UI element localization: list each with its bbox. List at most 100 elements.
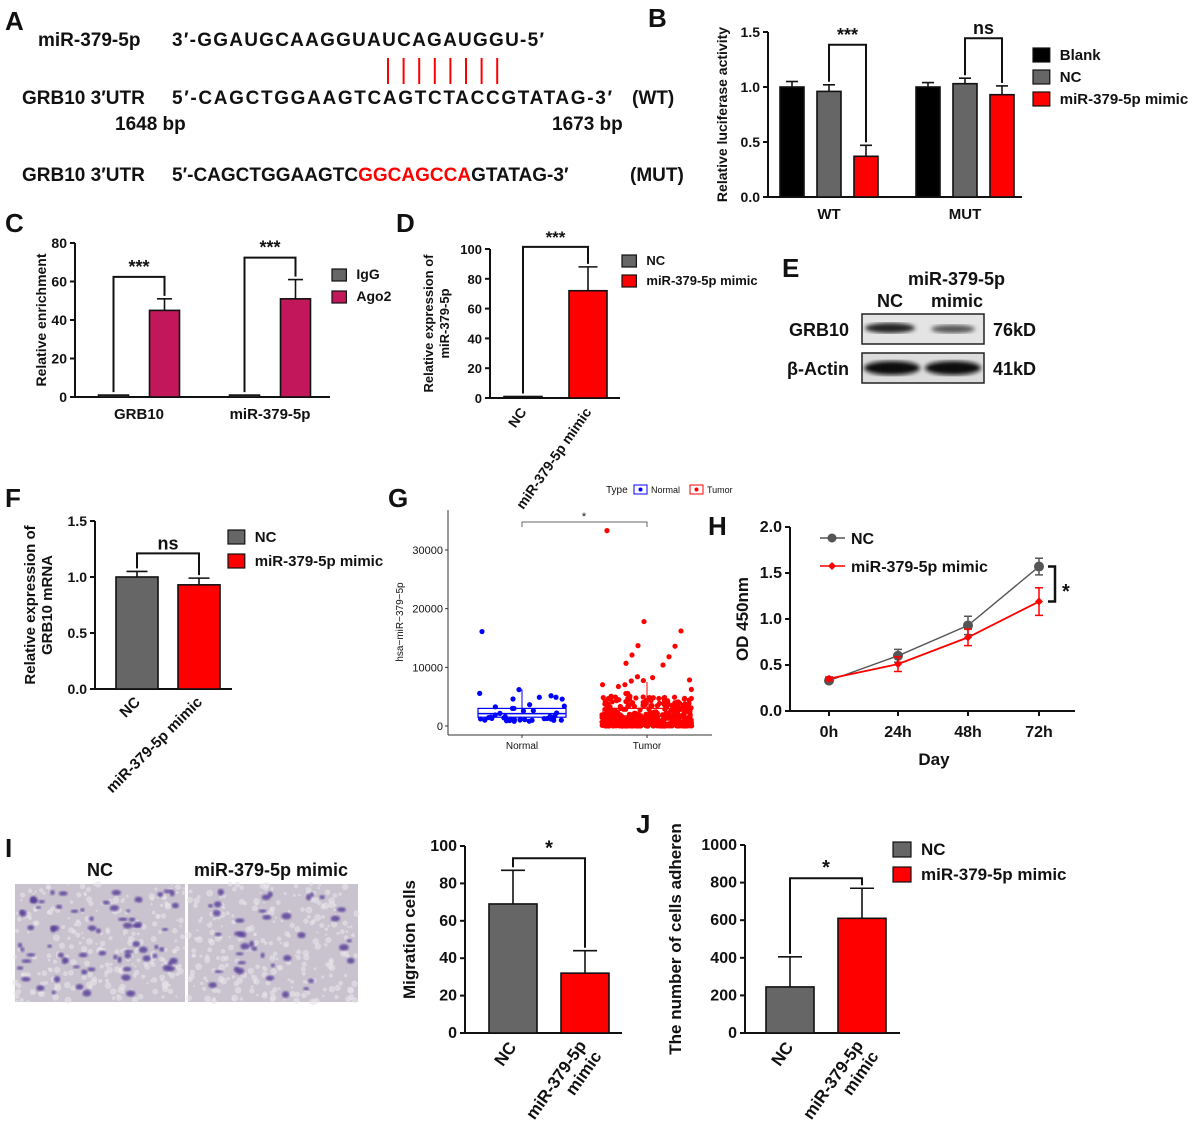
membrane-pore (33, 908, 38, 913)
legend-label: IgG (356, 266, 379, 282)
data-point (687, 722, 693, 728)
migrated-cell (88, 916, 94, 922)
legend-swatch (892, 866, 912, 883)
data-point (482, 717, 488, 723)
membrane-pore (215, 955, 221, 960)
y-tick-label: 0.5 (741, 134, 761, 150)
box (602, 707, 692, 721)
outlier-point (641, 618, 647, 625)
data-point (669, 723, 675, 729)
y-tick-label: 1.5 (68, 513, 88, 529)
x-tick-label: 24h (884, 724, 912, 741)
membrane-pore (16, 983, 22, 989)
membrane-pore (131, 931, 136, 936)
legend-swatch (1032, 69, 1051, 85)
migrated-cell (122, 966, 132, 972)
membrane-pore (306, 914, 311, 919)
mut-sequence: 5′-CAGCTGGAAGTCGGCAGCCAGTATAG-3′ (172, 165, 569, 186)
membrane-pore (52, 934, 60, 942)
membrane-pore (328, 985, 336, 993)
membrane-pore (300, 907, 305, 913)
data-point (1034, 561, 1044, 572)
membrane-pore (351, 997, 358, 1004)
membrane-pore (174, 939, 178, 943)
y-tick-label: 60 (51, 274, 67, 290)
membrane-pore (155, 913, 161, 920)
y-tick-label: 0 (475, 391, 482, 406)
x-axis-label: Day (918, 750, 950, 769)
membrane-pore (289, 991, 296, 998)
membrane-pore (64, 996, 72, 1004)
migrated-cell (113, 954, 118, 960)
membrane-pore (131, 955, 134, 958)
membrane-pore (32, 920, 38, 926)
data-point (632, 723, 638, 729)
membrane-pore (175, 919, 178, 922)
legend-swatch (1032, 47, 1051, 63)
membrane-pore (116, 994, 123, 1001)
membrane-pore (19, 997, 24, 1003)
bar-mir-379-5p-mimic (837, 917, 887, 1034)
legend-label: Normal (651, 485, 680, 495)
migrated-cell (47, 944, 52, 948)
membrane-pore (260, 937, 266, 944)
membrane-pore (225, 911, 230, 916)
x-tick-label: miR-379-5pmimic (522, 1037, 605, 1127)
migrated-cell (102, 900, 110, 905)
legend-swatch (227, 553, 246, 569)
migrated-cell (38, 900, 45, 904)
membrane-pore (255, 964, 260, 970)
membrane-pore (37, 971, 41, 976)
membrane-pore (186, 896, 194, 904)
membrane-pore (216, 989, 222, 994)
panel-letter-j: J (636, 809, 650, 839)
migrated-cell (121, 974, 131, 981)
membrane-pore (181, 890, 186, 895)
membrane-pore (341, 883, 349, 891)
membrane-pore (182, 887, 186, 890)
migrated-cell (161, 927, 169, 931)
membrane-pore (169, 972, 176, 979)
y-tick-label: 100 (430, 838, 457, 855)
significance-bracket (828, 43, 867, 143)
membrane-pore (207, 947, 213, 953)
membrane-pore (211, 998, 217, 1005)
membrane-pore (164, 903, 170, 908)
membrane-pore (24, 972, 31, 979)
legend-label: miR-379-5p mimic (1060, 91, 1188, 108)
legend-label: NC (646, 253, 665, 268)
membrane-pore (321, 903, 325, 907)
x-tick-label: MUT (949, 206, 982, 223)
membrane-pore (305, 980, 309, 984)
membrane-pore (104, 970, 109, 975)
data-point (623, 690, 629, 697)
membrane-pore (206, 889, 214, 897)
y-tick-label: 1.0 (760, 611, 782, 628)
data-point (642, 722, 649, 728)
bar-blank (779, 86, 805, 198)
membrane-pore (204, 995, 212, 1003)
significance-label: *** (128, 257, 149, 277)
membrane-pore (268, 941, 274, 946)
membrane-pore (277, 965, 282, 970)
migrated-cell (240, 942, 250, 950)
legend-swatch (621, 274, 637, 288)
membrane-pore (182, 946, 186, 950)
membrane-pore (27, 915, 32, 920)
membrane-pore (94, 881, 102, 888)
legend-label: NC (1060, 69, 1082, 86)
end-bp: 1673 bp (552, 114, 623, 135)
data-point (688, 686, 694, 692)
membrane-pore (328, 973, 333, 978)
membrane-pore (270, 886, 274, 891)
membrane-pore (343, 973, 348, 978)
membrane-pore (275, 900, 281, 906)
data-point (608, 693, 614, 699)
membrane-pore (61, 924, 66, 930)
membrane-pore (301, 992, 307, 999)
membrane-pore (152, 921, 158, 927)
transwell-image-nc (12, 881, 186, 1004)
y-axis-label: Relative expression of (22, 524, 39, 684)
mut-seq-prefix: 5′-CAGCTGGAAGTC (172, 165, 358, 186)
